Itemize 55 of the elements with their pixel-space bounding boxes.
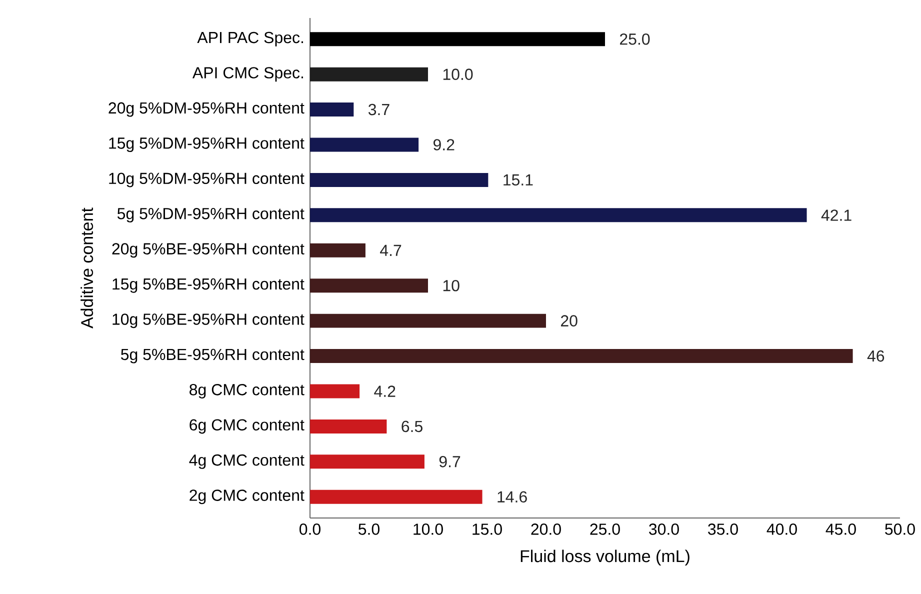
bar <box>310 138 419 152</box>
y-tick-label: 8g CMC content <box>190 384 304 398</box>
y-tick-label: 4g CMC content <box>189 454 304 469</box>
data-label: 42.1 <box>821 210 852 221</box>
x-tick-label: 15.0 <box>472 524 502 535</box>
data-label: 4.2 <box>374 386 396 397</box>
bar <box>310 172 488 187</box>
x-tick-label: 5.0 <box>358 524 380 535</box>
y-tick-label: API PAC Spec. <box>197 32 303 46</box>
x-tick-label: 35.0 <box>708 524 738 535</box>
x-axis-title: Fluid loss volume (mL) <box>520 550 690 566</box>
data-label: 15.1 <box>504 174 533 186</box>
bar <box>310 102 354 117</box>
data-label: 3.7 <box>368 104 390 116</box>
x-tick-label: 30.0 <box>649 524 679 535</box>
y-tick-label: API CMC Spec. <box>192 67 303 82</box>
bar <box>310 208 807 222</box>
y-tick-label: 15g 5%BE-95%RH content <box>112 278 304 293</box>
y-tick-label: 10g 5%BE-95%RH content <box>112 314 304 328</box>
bar <box>310 490 482 504</box>
data-label: 9.7 <box>439 456 460 468</box>
bar <box>310 314 546 328</box>
bar <box>310 32 605 46</box>
y-tick-label: 10g 5%DM-95%RH content <box>109 172 304 188</box>
y-tick-label: 15g 5%DM-95%RH content <box>109 138 304 152</box>
x-tick-label: 10.0 <box>414 524 443 535</box>
y-tick-label: 5g 5%BE-95%RH content <box>121 348 304 364</box>
bar <box>310 454 424 469</box>
y-tick-label: 5g 5%DM-95%RH content <box>117 208 304 222</box>
data-label: 10 <box>443 280 460 292</box>
x-tick-label: 25.0 <box>590 524 620 535</box>
bar <box>310 243 366 258</box>
bar <box>310 384 360 398</box>
data-label: 9.2 <box>434 139 454 150</box>
bar <box>310 278 428 293</box>
bar <box>310 349 853 364</box>
y-axis-title: Additive content <box>80 208 94 328</box>
x-tick-label: 45.0 <box>826 524 856 535</box>
y-tick-label: 20g 5%DM-95%RH content <box>108 102 304 117</box>
x-tick-label: 0.0 <box>300 524 320 535</box>
data-label: 10.0 <box>443 68 473 80</box>
data-label: 14.6 <box>498 491 527 503</box>
y-tick-label: 2g CMC content <box>190 490 304 504</box>
data-label: 25.0 <box>620 33 650 45</box>
data-label: 20 <box>561 315 578 326</box>
data-label: 46 <box>867 350 884 362</box>
x-tick-label: 50.0 <box>885 524 915 535</box>
x-tick-label: 20.0 <box>531 524 561 535</box>
data-label: 6.5 <box>402 420 422 432</box>
bar <box>310 419 387 434</box>
y-tick-label: 20g 5%BE-95%RH content <box>112 243 304 258</box>
x-tick-label: 40.0 <box>766 524 797 535</box>
y-tick-label: 6g CMC content <box>190 419 304 434</box>
data-label: 4.7 <box>380 244 402 256</box>
bar <box>310 67 428 82</box>
